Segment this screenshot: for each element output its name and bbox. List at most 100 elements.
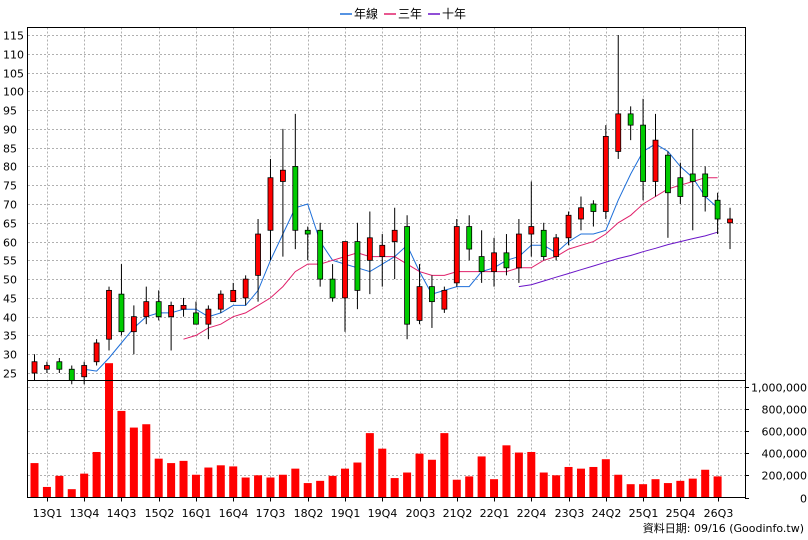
candle-body-down	[478, 256, 485, 273]
candle-body-up	[143, 301, 150, 318]
candle-body-down	[640, 124, 646, 182]
volume-bar	[278, 474, 287, 498]
volume-bar	[67, 489, 76, 498]
price-tick-label: 90	[3, 124, 17, 137]
candle-body-up	[528, 226, 535, 235]
candle-body-up	[255, 233, 261, 276]
legend-label-10y: 十年	[442, 7, 466, 21]
volume-bar	[514, 452, 523, 498]
volume-tick-label: 200,000	[762, 470, 808, 483]
candle-body-down	[677, 177, 684, 197]
axes: 25 30 35 40 45 50 55 60 65 70 75 80 85 90 95 100 105 110 1…	[3, 30, 807, 521]
moving-average-lines	[84, 143, 718, 372]
candle-body-up	[379, 244, 386, 257]
volume-bar	[291, 468, 300, 498]
candle-body-down	[329, 278, 336, 299]
time-tick-label: 14Q3	[107, 507, 137, 520]
time-tick-label: 22Q1	[480, 507, 510, 520]
legend: 年線 三年 十年	[340, 6, 466, 21]
candle-body-down	[292, 166, 299, 231]
candle-body-up	[602, 135, 609, 212]
volume-bars	[30, 363, 722, 498]
time-tick-label: 23Q3	[555, 507, 585, 520]
candle-body-down	[627, 113, 634, 126]
candle-body-up	[267, 177, 274, 231]
candle-body-up	[553, 237, 560, 257]
volume-bar	[589, 466, 598, 498]
legend-label-1y: 年線	[354, 6, 378, 21]
volume-bar	[266, 477, 275, 498]
candle-body-up	[727, 218, 733, 224]
volume-bar	[142, 424, 151, 498]
ma-line-1y	[84, 143, 718, 372]
time-tick-label: 13Q4	[70, 507, 100, 520]
volume-bar	[117, 410, 126, 498]
volume-bar	[415, 453, 424, 498]
price-tick-label: 40	[3, 312, 17, 325]
volume-bar	[576, 468, 585, 498]
volume-bar	[154, 458, 163, 498]
volume-bar	[552, 475, 561, 498]
volume-bar	[626, 484, 635, 498]
time-tick-label: 19Q4	[368, 507, 398, 520]
volume-bar	[42, 486, 51, 498]
ma-line-10y	[518, 231, 718, 288]
price-tick-label: 75	[3, 180, 17, 193]
price-tick-label: 105	[3, 68, 24, 81]
candle-body-down	[429, 286, 435, 303]
volume-bar	[427, 459, 436, 498]
price-tick-label: 35	[3, 330, 17, 343]
price-tick-label: 65	[3, 218, 17, 231]
volume-bar	[601, 459, 610, 498]
candle-body-up	[615, 113, 622, 152]
candle-body-down	[193, 312, 199, 325]
price-tick-label: 25	[3, 368, 17, 381]
candle-body-up	[391, 229, 398, 242]
time-tick-label: 25Q1	[629, 507, 659, 520]
volume-bar	[390, 478, 399, 498]
grid	[28, 27, 745, 498]
volume-bar	[167, 463, 176, 498]
candle-body-down	[689, 173, 696, 182]
ma-line-3y	[183, 177, 718, 340]
candle-body-down	[354, 241, 361, 291]
candle-body-down	[590, 203, 597, 212]
price-tick-label: 95	[3, 105, 17, 118]
candle-body-down	[540, 229, 547, 257]
candle-body-down	[56, 361, 63, 370]
volume-bar	[477, 456, 486, 498]
candle-body-up	[441, 289, 448, 310]
volume-bar	[229, 466, 238, 498]
candle-body-down	[317, 229, 324, 280]
volume-bar	[204, 467, 213, 498]
volume-bar	[353, 462, 362, 498]
volume-bar	[564, 466, 573, 498]
candle-body-down	[118, 293, 125, 333]
price-tick-label: 80	[3, 161, 17, 174]
candle-body-up	[491, 252, 497, 272]
volume-tick-label: 800,000	[762, 404, 808, 417]
candle-body-up	[342, 241, 348, 299]
time-tick-label: 13Q1	[33, 507, 63, 520]
volume-bar	[241, 477, 250, 498]
volume-bar	[403, 472, 412, 498]
time-tick-label: 16Q4	[219, 507, 249, 520]
time-tick-label: 17Q3	[256, 507, 286, 520]
candle-body-up	[205, 308, 212, 325]
candle-body-up	[578, 207, 584, 220]
candle-body-up	[217, 293, 224, 310]
volume-bar	[639, 484, 648, 498]
time-tick-label: 21Q2	[443, 507, 473, 520]
volume-bar	[502, 445, 511, 498]
candle-body-up	[230, 289, 237, 303]
volume-tick-label: 0	[800, 493, 807, 506]
time-tick-label: 15Q2	[145, 507, 175, 520]
candle-body-down	[404, 226, 411, 325]
volume-tick-label: 600,000	[762, 426, 808, 439]
candle-body-up	[106, 289, 112, 340]
candle-body-down	[503, 252, 510, 269]
volume-bar	[688, 478, 697, 498]
candle-body-up	[242, 278, 249, 299]
volume-bar	[452, 479, 461, 498]
